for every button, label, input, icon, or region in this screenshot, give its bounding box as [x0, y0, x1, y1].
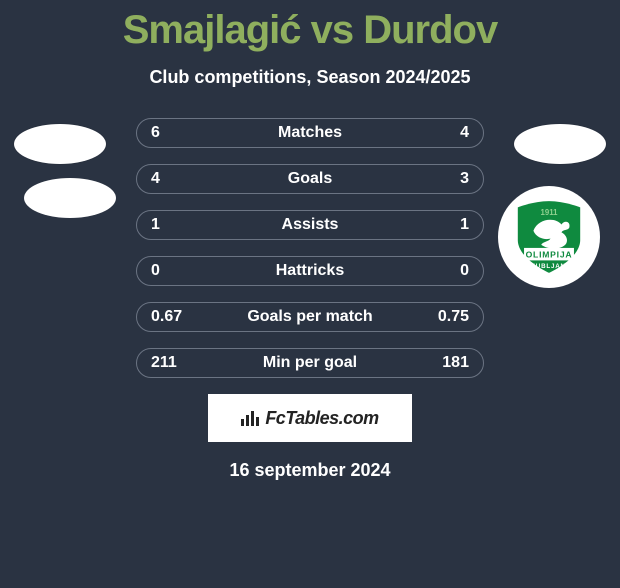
stat-left-value: 0 — [151, 262, 187, 280]
snapshot-date: 16 september 2024 — [0, 460, 620, 481]
olimpija-crest-icon: 1911 OLIMPIJA LJUBLJANA — [510, 198, 588, 276]
stat-label: Goals — [288, 170, 332, 188]
stat-row: 4 Goals 3 — [136, 164, 484, 194]
stat-row: 0 Hattricks 0 — [136, 256, 484, 286]
stat-row: 211 Min per goal 181 — [136, 348, 484, 378]
stat-label: Min per goal — [263, 354, 357, 372]
player-left-badge-bottom — [24, 178, 116, 218]
bars-icon — [241, 411, 259, 426]
player-left-badge-top — [14, 124, 106, 164]
player-right-club-crest: 1911 OLIMPIJA LJUBLJANA — [498, 186, 600, 288]
stat-left-value: 211 — [151, 354, 187, 372]
comparison-title: Smajlagić vs Durdov — [0, 8, 620, 53]
svg-text:LJUBLJANA: LJUBLJANA — [527, 263, 571, 270]
player-right-badge-top — [514, 124, 606, 164]
fctables-text: FcTables.com — [265, 408, 378, 429]
stat-row: 6 Matches 4 — [136, 118, 484, 148]
stat-right-value: 181 — [433, 354, 469, 372]
stat-label: Assists — [282, 216, 339, 234]
stat-label: Matches — [278, 124, 342, 142]
svg-text:OLIMPIJA: OLIMPIJA — [526, 249, 573, 259]
comparison-subtitle: Club competitions, Season 2024/2025 — [0, 67, 620, 88]
stat-row: 1 Assists 1 — [136, 210, 484, 240]
stat-right-value: 0.75 — [433, 308, 469, 326]
stat-row: 0.67 Goals per match 0.75 — [136, 302, 484, 332]
stat-right-value: 3 — [433, 170, 469, 188]
stat-left-value: 1 — [151, 216, 187, 234]
fctables-logo: FcTables.com — [208, 394, 412, 442]
stat-right-value: 1 — [433, 216, 469, 234]
stats-table: 6 Matches 4 4 Goals 3 1 Assists 1 0 Hatt… — [136, 118, 484, 378]
stat-label: Hattricks — [276, 262, 344, 280]
stat-left-value: 0.67 — [151, 308, 187, 326]
stat-right-value: 4 — [433, 124, 469, 142]
svg-text:1911: 1911 — [541, 208, 559, 217]
stat-label: Goals per match — [247, 308, 372, 326]
stat-left-value: 4 — [151, 170, 187, 188]
stat-left-value: 6 — [151, 124, 187, 142]
stat-right-value: 0 — [433, 262, 469, 280]
